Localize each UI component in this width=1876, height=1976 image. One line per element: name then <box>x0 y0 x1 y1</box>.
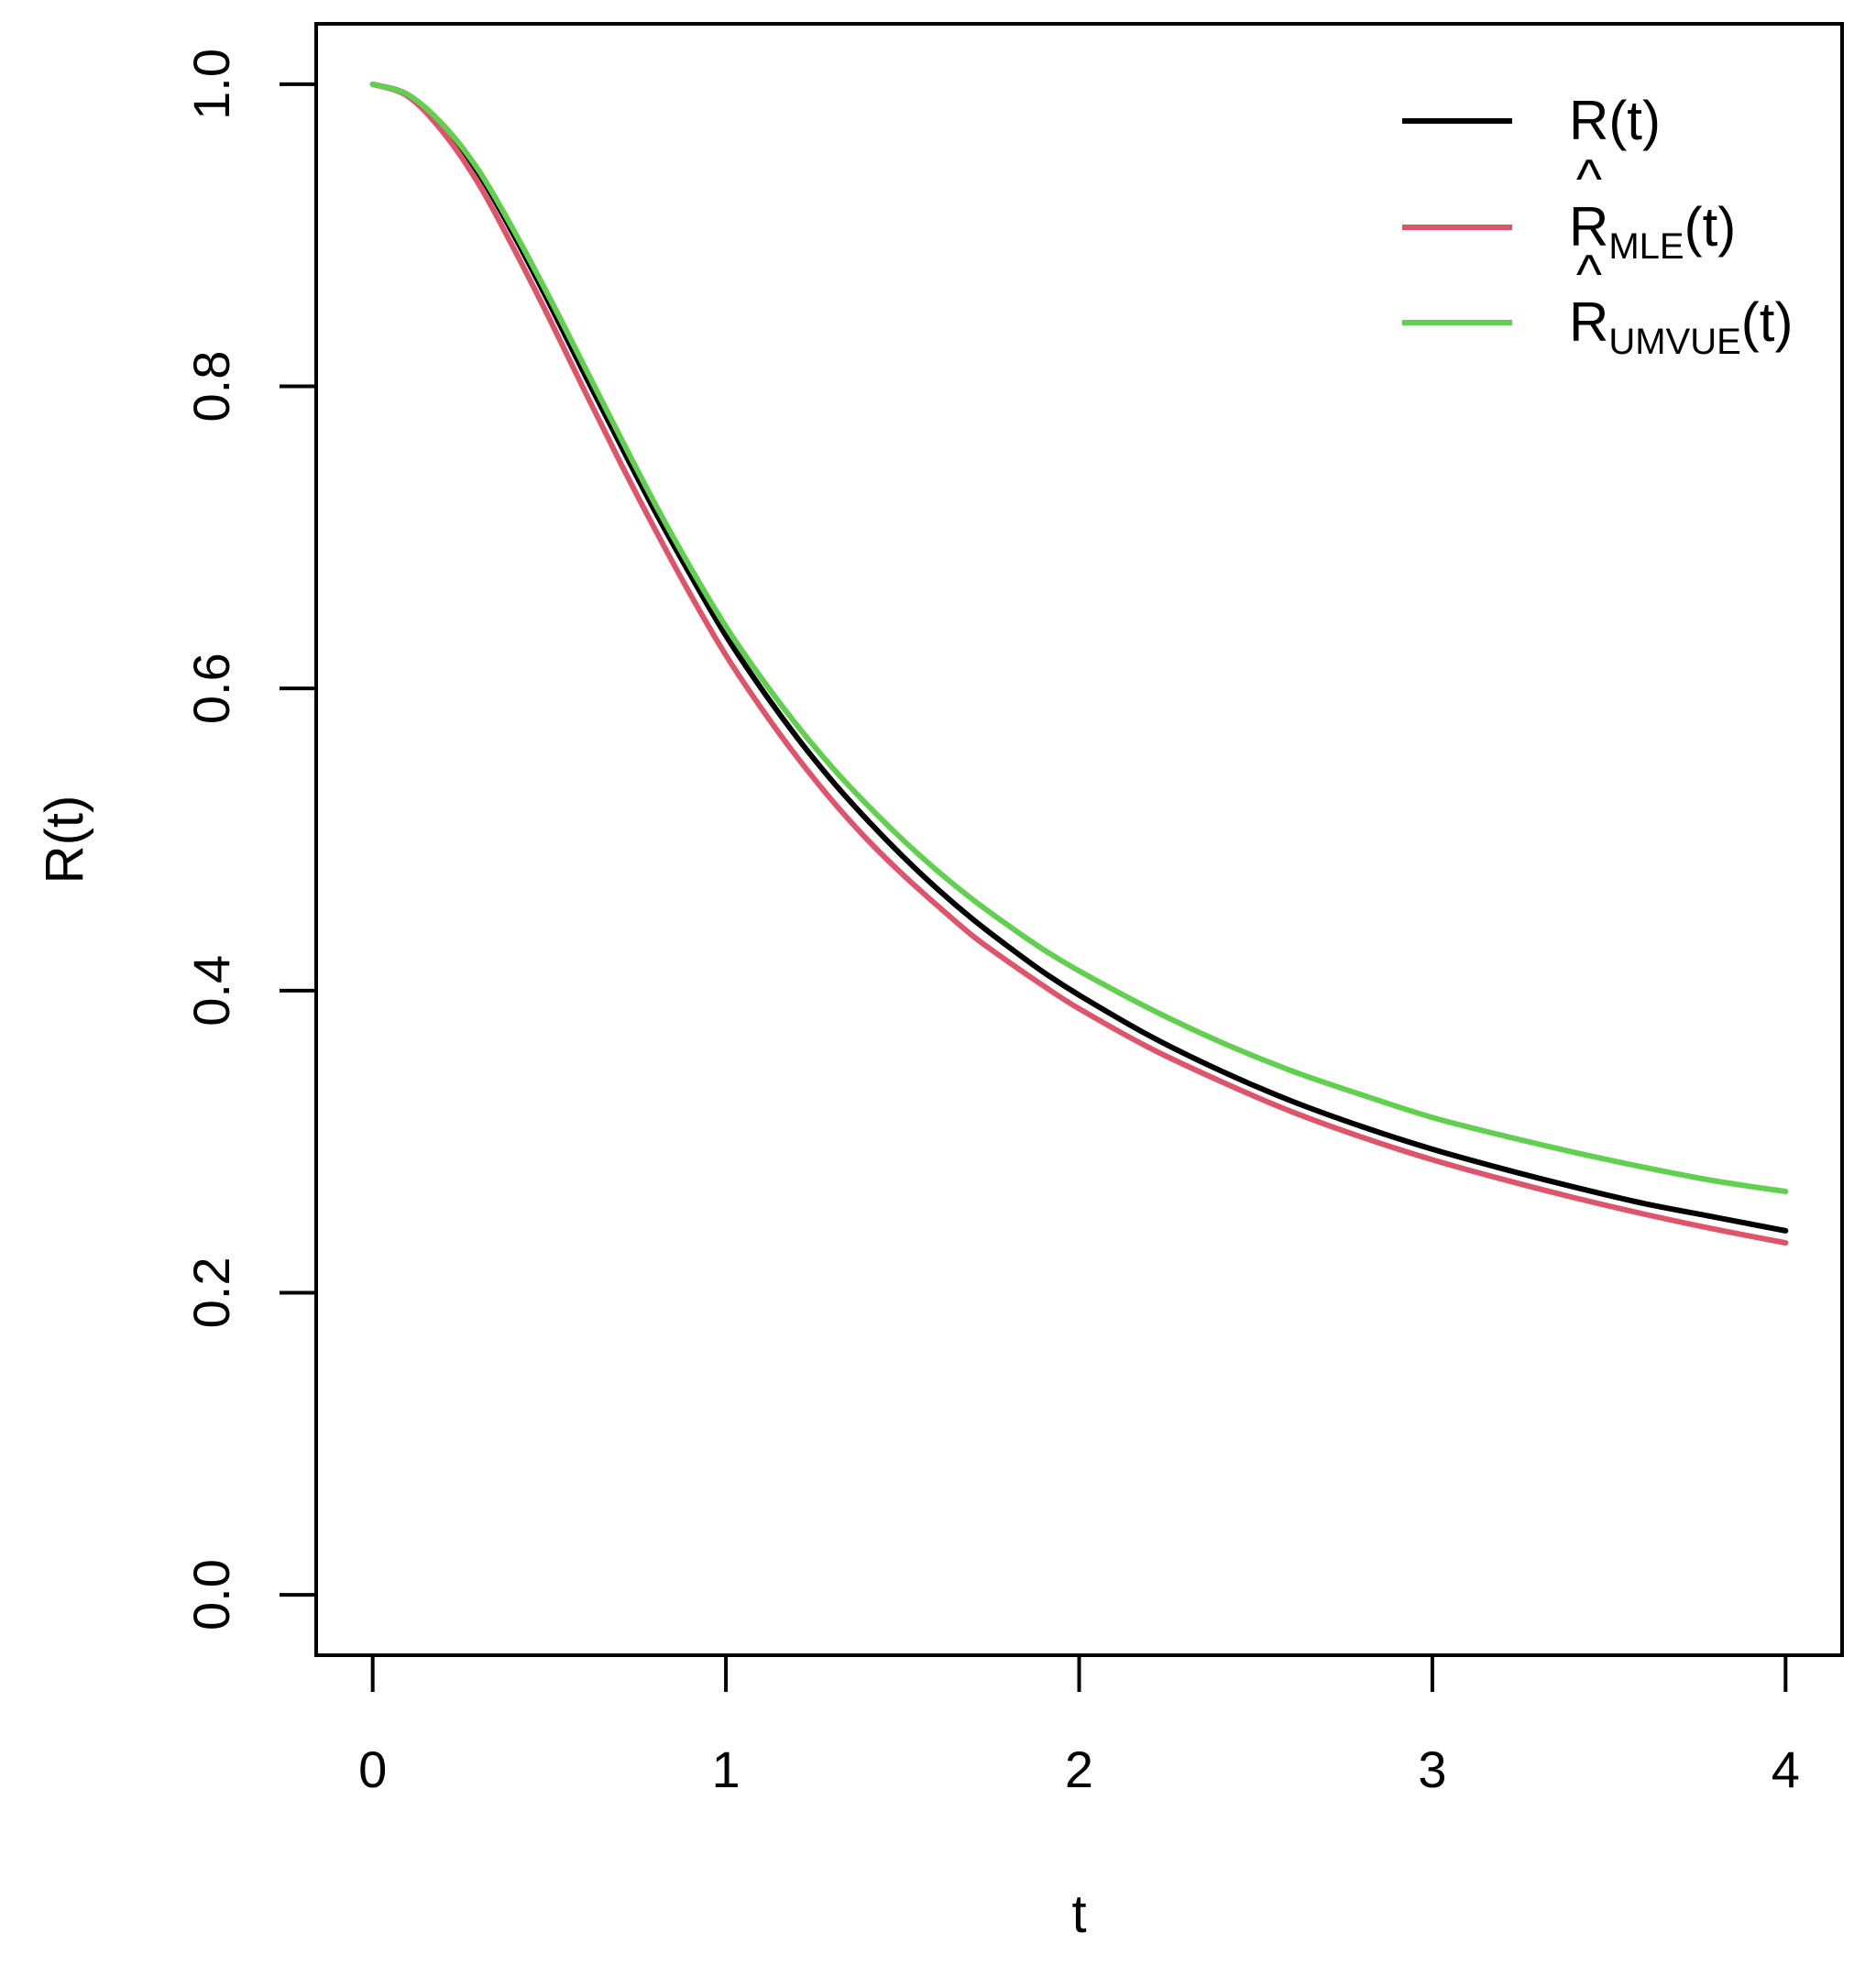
plot-frame <box>314 22 1844 1657</box>
x-tick-label: 3 <box>1418 1740 1446 1798</box>
series-line-3 <box>369 81 1789 1195</box>
y-tick-label: 0.2 <box>182 1257 240 1329</box>
y-tick-label: 0.6 <box>182 653 240 724</box>
series-line-2 <box>369 81 1789 1246</box>
x-axis-label: t <box>1071 1884 1086 1944</box>
legend-label-3: RUMVUE(t) <box>1569 291 1793 362</box>
x-tick-label: 0 <box>358 1740 387 1798</box>
x-tick-label: 4 <box>1772 1740 1800 1798</box>
y-tick-label: 0.8 <box>182 351 240 423</box>
series-layer <box>369 81 1789 1246</box>
y-tick-label: 0.4 <box>182 955 240 1026</box>
y-tick-label: 1.0 <box>182 49 240 120</box>
x-tick-label: 1 <box>712 1740 741 1798</box>
y-tick-label: 0.0 <box>182 1559 240 1630</box>
x-tick-label: 2 <box>1065 1740 1093 1798</box>
legend-label-2: RMLE(t) <box>1569 196 1736 267</box>
legend-hat: ^ <box>1576 244 1602 305</box>
legend: R(t)^RMLE(t)^RUMVUE(t) <box>1402 90 1793 362</box>
y-axis-label: R(t) <box>35 796 94 884</box>
legend-hat: ^ <box>1576 148 1602 210</box>
legend-label-1: R(t) <box>1569 90 1661 151</box>
series-line-1 <box>369 81 1789 1234</box>
